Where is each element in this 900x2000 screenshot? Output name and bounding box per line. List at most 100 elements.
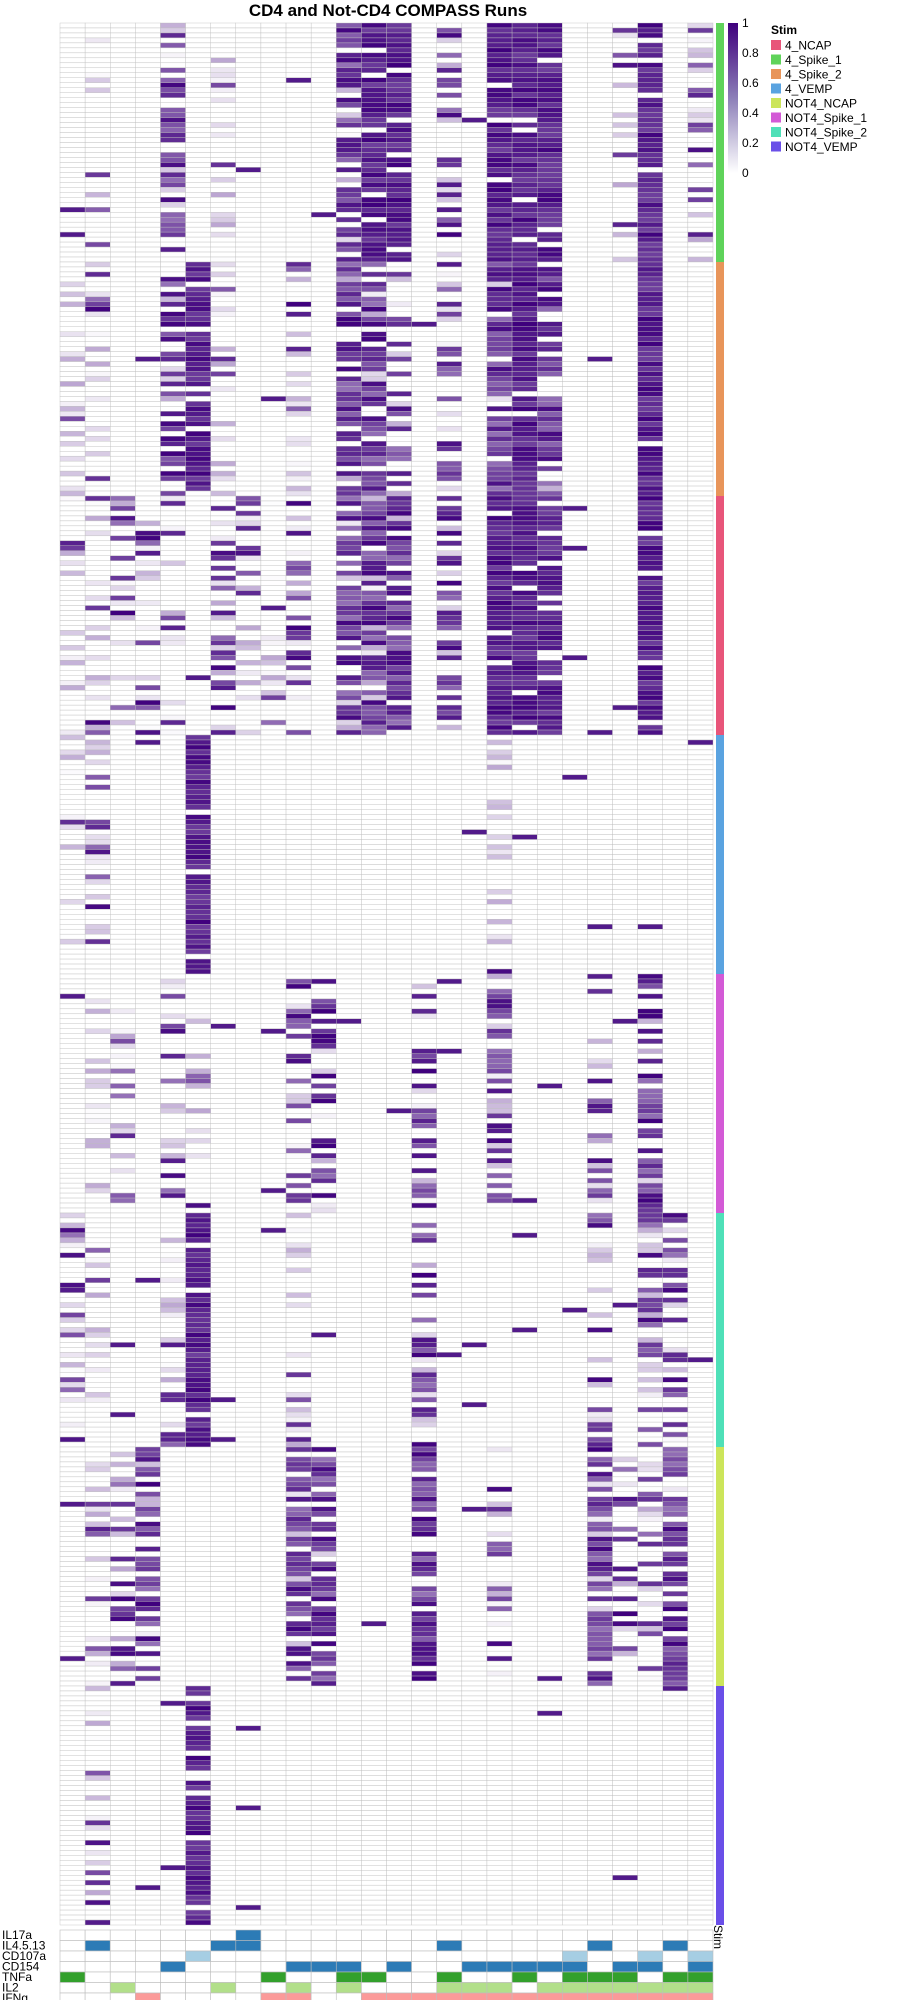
heatmap-cell [436,575,463,581]
heatmap-cell [461,704,488,711]
heatmap-cell [260,655,287,661]
heatmap-cell [110,754,136,761]
heatmap-cell [285,32,312,39]
heatmap-cell [185,844,211,850]
heatmap-cell [260,326,287,332]
heatmap-cell [536,520,563,527]
heatmap-cell [386,147,412,153]
heatmap-cell [411,570,437,576]
heatmap-cell [486,291,513,298]
heatmap-cell [84,864,111,870]
heatmap-cell [436,276,463,283]
heatmap-cell [59,441,86,447]
heatmap-cell [260,605,287,611]
heatmap-cell [461,933,488,940]
heatmap-cell [110,809,136,815]
heatmap-cell [662,386,689,392]
heatmap-cell [612,884,638,890]
heatmap-cell [84,809,111,815]
heatmap-cell [285,754,312,761]
heatmap-cell [210,600,237,606]
heatmap-cell [361,874,387,880]
heatmap-cell [436,102,463,108]
heatmap-cell [285,635,312,641]
heatmap-cell [587,401,613,407]
heatmap-cell [511,500,538,507]
heatmap-cell [84,759,111,766]
heatmap-cell [411,321,437,327]
heatmap-cell [511,834,538,840]
heatmap-cell [511,555,538,561]
heatmap-cell [210,884,237,890]
heatmap-cell [235,112,262,118]
heatmap-cell [185,968,211,975]
heatmap-cell [436,948,463,955]
heatmap-cell [511,719,538,726]
heatmap-cell [310,356,337,362]
heatmap-cell [562,485,588,492]
heatmap-cell [135,266,161,273]
heatmap-cell [587,605,613,611]
heatmap-cell [436,759,463,766]
heatmap-cell [361,660,387,666]
heatmap-cell [511,879,538,885]
heatmap-cell [336,475,362,482]
heatmap-cell [260,889,287,895]
heatmap-cell [436,650,463,656]
heatmap-cell [336,416,362,422]
heatmap-cell [687,645,714,651]
heatmap-cell [135,948,161,955]
heatmap-cell [336,212,362,218]
heatmap-cell [361,714,387,721]
heatmap-cell [110,107,136,113]
heatmap-cell [260,421,287,427]
heatmap-cell [210,470,237,477]
heatmap-cell [486,22,513,29]
heatmap-cell [612,924,638,930]
heatmap-cell [285,973,312,980]
heatmap-cell [336,281,362,288]
heatmap-cell [160,331,186,337]
heatmap-cell [235,943,262,950]
heatmap-cell [587,610,613,616]
heatmap-cell [461,953,488,960]
heatmap-cell [386,221,412,228]
heatmap-cell [310,495,337,502]
heatmap-cell [135,590,161,596]
heatmap-cell [210,346,237,352]
heatmap-cell [612,361,638,367]
heatmap-cell [511,620,538,626]
heatmap-cell [461,789,488,795]
heatmap-cell [662,545,689,551]
heatmap-cell [210,510,237,517]
heatmap-cell [562,391,588,397]
heatmap-cell [687,814,714,820]
heatmap-cell [84,754,111,761]
heatmap-cell [386,595,412,601]
heatmap-cell [110,386,136,392]
heatmap-cell [637,904,663,910]
heatmap-cell [260,157,287,163]
heatmap-cell [612,97,638,103]
heatmap-cell [536,724,563,731]
heatmap-cell [587,879,613,885]
heatmap-cell [511,251,538,258]
heatmap-cell [260,515,287,522]
heatmap-cell [310,490,337,497]
heatmap-cell [235,22,262,29]
heatmap-cell [361,47,387,54]
heatmap-cell [587,132,613,138]
heatmap-cell [160,839,186,845]
heatmap-cell [637,421,663,427]
heatmap-cell [84,799,111,805]
heatmap-cell [135,769,161,776]
heatmap-cell [235,510,262,517]
heatmap-cell [310,291,337,298]
heatmap-cell [511,192,538,198]
heatmap-cell [687,784,714,790]
heatmap-cell [285,416,312,422]
heatmap-cell [511,117,538,123]
heatmap-cell [310,207,337,213]
heatmap-cell [536,107,563,113]
heatmap-cell [411,460,437,467]
